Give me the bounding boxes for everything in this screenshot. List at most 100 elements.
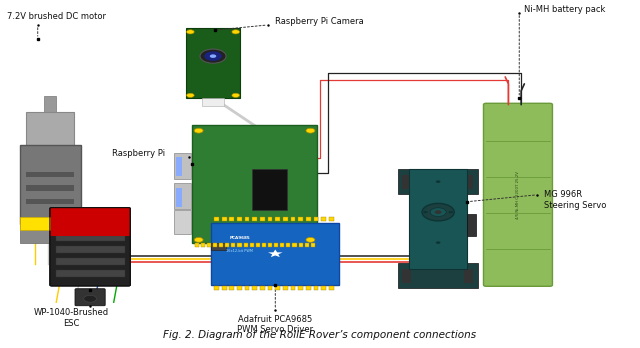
Circle shape (204, 52, 221, 61)
Bar (398, 263, 478, 288)
Bar (268, 243, 272, 247)
Bar (20, 144, 81, 223)
Bar (252, 169, 287, 210)
Bar (174, 183, 191, 209)
FancyBboxPatch shape (483, 103, 552, 286)
Text: 7.2V brushed DC motor: 7.2V brushed DC motor (7, 12, 106, 21)
FancyBboxPatch shape (75, 289, 105, 306)
Bar (286, 243, 291, 247)
Text: Ni-MH battery pack: Ni-MH battery pack (524, 5, 605, 14)
Circle shape (210, 54, 216, 58)
FancyBboxPatch shape (50, 208, 131, 286)
Bar (229, 217, 234, 221)
Bar (398, 169, 478, 194)
Bar (465, 269, 473, 283)
Polygon shape (268, 250, 283, 257)
Bar (213, 243, 217, 247)
Bar (26, 112, 74, 164)
Bar (268, 286, 273, 290)
Bar (244, 243, 248, 247)
Text: Adafruit PCA9685
PWM Servo Driver: Adafruit PCA9685 PWM Servo Driver (237, 315, 314, 334)
Bar (262, 243, 266, 247)
Bar (274, 243, 278, 247)
Circle shape (84, 295, 97, 302)
Bar (292, 243, 296, 247)
FancyBboxPatch shape (51, 208, 130, 236)
Circle shape (232, 30, 239, 34)
Circle shape (306, 237, 315, 242)
Bar (175, 157, 182, 176)
Circle shape (200, 49, 226, 63)
Text: 16x12-bit PWM: 16x12-bit PWM (226, 248, 253, 253)
Circle shape (422, 203, 454, 221)
Circle shape (194, 237, 203, 242)
Bar (56, 270, 125, 277)
Bar (283, 217, 288, 221)
Circle shape (436, 242, 440, 244)
Bar (219, 243, 223, 247)
Bar (268, 217, 273, 221)
Bar (283, 286, 288, 290)
Bar (20, 217, 81, 230)
Bar (174, 210, 191, 234)
Bar (229, 286, 234, 290)
Bar (467, 214, 476, 236)
Bar (298, 243, 303, 247)
Bar (329, 217, 334, 221)
Bar (186, 29, 240, 98)
Bar (252, 217, 257, 221)
Bar (275, 286, 280, 290)
Bar (275, 217, 280, 221)
Circle shape (232, 93, 239, 97)
Bar (56, 246, 125, 253)
Bar (237, 217, 242, 221)
Bar (291, 217, 296, 221)
Bar (221, 286, 227, 290)
Bar (298, 286, 303, 290)
Circle shape (423, 211, 428, 213)
Bar (244, 217, 250, 221)
Bar (26, 199, 74, 204)
Bar (252, 286, 257, 290)
Bar (260, 217, 265, 221)
Bar (314, 217, 319, 221)
Bar (250, 243, 254, 247)
Bar (280, 243, 284, 247)
Bar (314, 286, 319, 290)
Circle shape (436, 180, 440, 183)
Bar (211, 243, 226, 250)
Bar (56, 222, 125, 229)
Text: PCA9685: PCA9685 (229, 236, 250, 240)
Bar (402, 175, 411, 189)
Bar (256, 243, 260, 247)
Bar (410, 169, 467, 269)
Bar (202, 98, 224, 106)
Bar (214, 286, 219, 290)
Circle shape (449, 211, 453, 213)
Circle shape (306, 128, 315, 133)
Bar (237, 286, 242, 290)
Circle shape (186, 30, 194, 34)
Bar (26, 172, 74, 177)
Bar (44, 96, 56, 112)
Text: Fig. 2. Diagram of the RollE Rover’s component connections: Fig. 2. Diagram of the RollE Rover’s com… (163, 330, 477, 340)
Text: Raspberry Pi: Raspberry Pi (113, 149, 166, 158)
Bar (244, 286, 250, 290)
Text: 4/5 Ni-MH C2200T 25.2V: 4/5 Ni-MH C2200T 25.2V (516, 171, 520, 219)
Bar (56, 258, 125, 265)
Bar (195, 243, 199, 247)
Bar (221, 217, 227, 221)
Bar (56, 234, 125, 241)
Bar (298, 217, 303, 221)
Bar (207, 243, 211, 247)
Bar (291, 286, 296, 290)
Bar (402, 269, 411, 283)
Bar (214, 217, 219, 221)
Circle shape (435, 210, 442, 214)
Bar (329, 286, 334, 290)
Circle shape (194, 128, 203, 133)
Bar (201, 243, 205, 247)
Text: WP-1040-Brushed
ESC: WP-1040-Brushed ESC (33, 308, 109, 327)
Bar (175, 188, 182, 207)
Bar (174, 152, 191, 179)
